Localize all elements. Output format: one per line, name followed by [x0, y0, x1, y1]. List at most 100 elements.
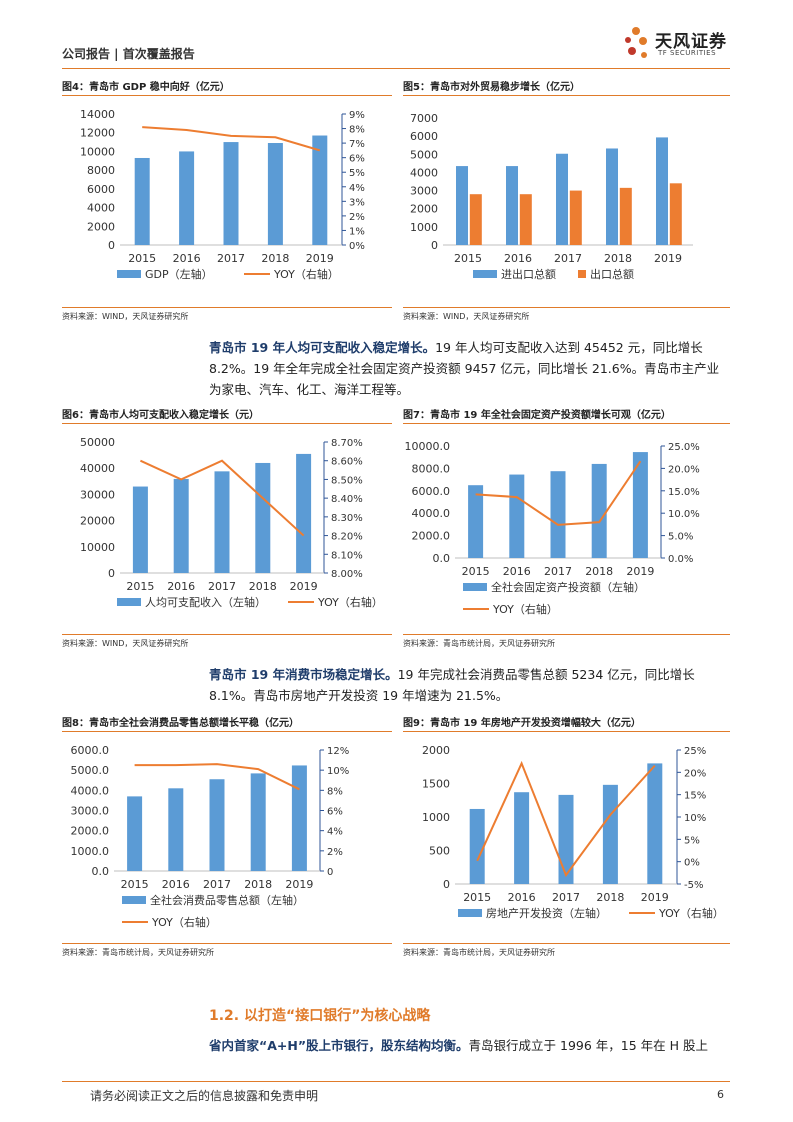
right-axis-tick-label: 0% — [684, 858, 700, 869]
paragraph-shareholders: 省内首家“A+H”股上市银行，股东结构均衡。青岛银行成立于 1996 年，15 … — [209, 1035, 731, 1056]
left-axis-tick-label: 1000.0 — [71, 845, 110, 858]
left-axis-tick-label: 3000 — [410, 185, 438, 198]
bar-secondary — [519, 194, 532, 245]
category-label: 2016 — [504, 252, 532, 265]
right-axis-tick-label: 8.20% — [331, 532, 363, 543]
chart-fixed-asset-investment: 0.0 2000.0 4000.0 6000.0 8000.0 10000.0 0.0% 5.… — [405, 440, 700, 616]
right-axis-tick-label: 3% — [349, 197, 365, 208]
figure-9-title-rule — [403, 731, 730, 732]
right-axis-tick-label: 2% — [327, 847, 343, 858]
right-axis-tick-label: 0.0% — [668, 554, 693, 565]
figure-7-source-rule — [403, 634, 730, 635]
bar-primary — [606, 148, 618, 245]
bar-primary — [168, 788, 184, 871]
figure-7-source: 资料来源：青岛市统计局，天风证券研究所 — [403, 639, 555, 648]
right-axis-tick-label: 10% — [684, 813, 706, 824]
right-axis-tick-label: 15% — [684, 791, 706, 802]
right-axis-tick-label: 8.00% — [331, 569, 363, 580]
paragraph-consumption: 青岛市 19 年消费市场稳定增长。19 年完成社会消费品零售总额 5234 亿元… — [209, 664, 731, 706]
left-axis-tick-label: 1500 — [422, 778, 450, 791]
right-axis-tick-label: 8.30% — [331, 513, 363, 524]
left-axis-tick-label: 7000 — [410, 112, 438, 125]
yoy-line — [142, 126, 321, 152]
right-axis-tick-label: 20.0% — [668, 464, 700, 475]
chart-real-estate-investment: 0 500 1000 1500 2000 -5% 0% 5% 10% 15% 20% 25% 2015 2… — [422, 744, 724, 920]
left-axis-tick-label: 0 — [443, 878, 450, 891]
right-axis-tick-label: 1% — [349, 226, 365, 237]
figure-4-source: 资料来源：WIND，天风证券研究所 — [62, 312, 189, 321]
bar-primary — [550, 471, 566, 558]
figure-4-title-rule — [62, 95, 392, 96]
legend-label: YOY（右轴） — [658, 906, 724, 920]
left-axis-tick-label: 0 — [108, 567, 115, 580]
figure-6-source: 资料来源：WIND，天风证券研究所 — [62, 639, 189, 648]
paragraph-income-lead: 青岛市 19 年人均可支配收入稳定增长。 — [209, 340, 436, 355]
bar-secondary — [669, 183, 682, 245]
report-header-title: 公司报告 | 首次覆盖报告 — [62, 47, 195, 61]
yoy-line — [476, 760, 656, 878]
bar-primary — [179, 151, 195, 245]
right-axis-tick-label: 5% — [349, 168, 365, 179]
left-axis-tick-label: 2000 — [87, 220, 115, 233]
left-axis-tick-label: 4000.0 — [412, 507, 451, 520]
left-axis-tick-label: 30000 — [80, 488, 115, 501]
legend-label: YOY（右轴） — [492, 602, 558, 616]
bar-primary — [602, 784, 618, 884]
yoy-line — [139, 459, 305, 537]
left-axis-tick-label: 1000 — [422, 811, 450, 824]
left-axis-tick-label: 2000.0 — [71, 825, 110, 838]
category-label: 2018 — [249, 580, 277, 593]
legend-swatch-bar — [463, 583, 487, 591]
figure-4-title: 图4：青岛市 GDP 稳中向好（亿元） — [62, 82, 230, 93]
category-label: 2017 — [552, 891, 580, 904]
category-label: 2015 — [454, 252, 482, 265]
figure-8-source-rule — [62, 943, 392, 944]
left-axis-tick-label: 6000.0 — [412, 485, 451, 498]
category-label: 2016 — [173, 252, 201, 265]
right-axis-tick-label: 0% — [349, 241, 365, 252]
bar-primary — [506, 166, 518, 245]
category-label: 2015 — [462, 565, 490, 578]
bar-primary — [291, 765, 307, 871]
right-axis-tick-label: 15.0% — [668, 487, 700, 498]
category-label: 2016 — [167, 580, 195, 593]
category-label: 2017 — [554, 252, 582, 265]
bar-primary — [250, 773, 266, 871]
figure-7-title-rule — [403, 423, 730, 424]
right-axis-tick-label: 6% — [349, 154, 365, 165]
left-axis-tick-label: 3000.0 — [71, 805, 110, 818]
bar-secondary — [619, 187, 632, 245]
category-label: 2018 — [585, 565, 613, 578]
company-logo-text: 天风证券 — [655, 32, 727, 52]
left-axis-tick-label: 12000 — [80, 127, 115, 140]
left-axis-tick-label: 10000 — [80, 145, 115, 158]
company-logo-subtext: TF SECURITIES — [658, 49, 717, 57]
bar-primary — [173, 478, 189, 573]
figure-6-title-rule — [62, 423, 392, 424]
right-axis-tick-label: 5.0% — [668, 532, 693, 543]
right-axis-tick-label: 12% — [327, 746, 349, 757]
right-axis-tick-label: 10.0% — [668, 509, 700, 520]
category-label: 2016 — [162, 878, 190, 891]
paragraph-shareholders-lead: 省内首家“A+H”股上市银行，股东结构均衡。 — [209, 1038, 469, 1053]
yoy-line — [134, 763, 300, 791]
legend-label: YOY（右轴） — [151, 915, 217, 929]
figure-4-source-rule — [62, 307, 392, 308]
paragraph-shareholders-body: 青岛银行成立于 1996 年，15 年在 H 股上 — [468, 1038, 709, 1053]
left-axis-tick-label: 4000 — [87, 202, 115, 215]
legend-label: YOY（右轴） — [317, 595, 383, 609]
figure-8-title: 图8：青岛市全社会消费品零售总额增长平稳（亿元） — [62, 718, 299, 729]
left-axis-tick-label: 6000 — [410, 130, 438, 143]
bar-primary — [456, 166, 468, 245]
section-heading: 1.2. 以打造“接口银行”为核心战略 — [209, 1008, 431, 1024]
legend-swatch-bar — [117, 270, 141, 278]
bar-primary — [223, 142, 239, 245]
header-divider — [62, 68, 730, 69]
figure-7-title: 图7：青岛市 19 年全社会固定资产投资额增长可观（亿元） — [403, 410, 671, 421]
category-label: 2017 — [208, 580, 236, 593]
right-axis-tick-label: 5% — [684, 835, 700, 846]
category-label: 2015 — [128, 252, 156, 265]
page-number: 6 — [717, 1088, 724, 1101]
left-axis-tick-label: 5000.0 — [71, 764, 110, 777]
category-label: 2017 — [217, 252, 245, 265]
